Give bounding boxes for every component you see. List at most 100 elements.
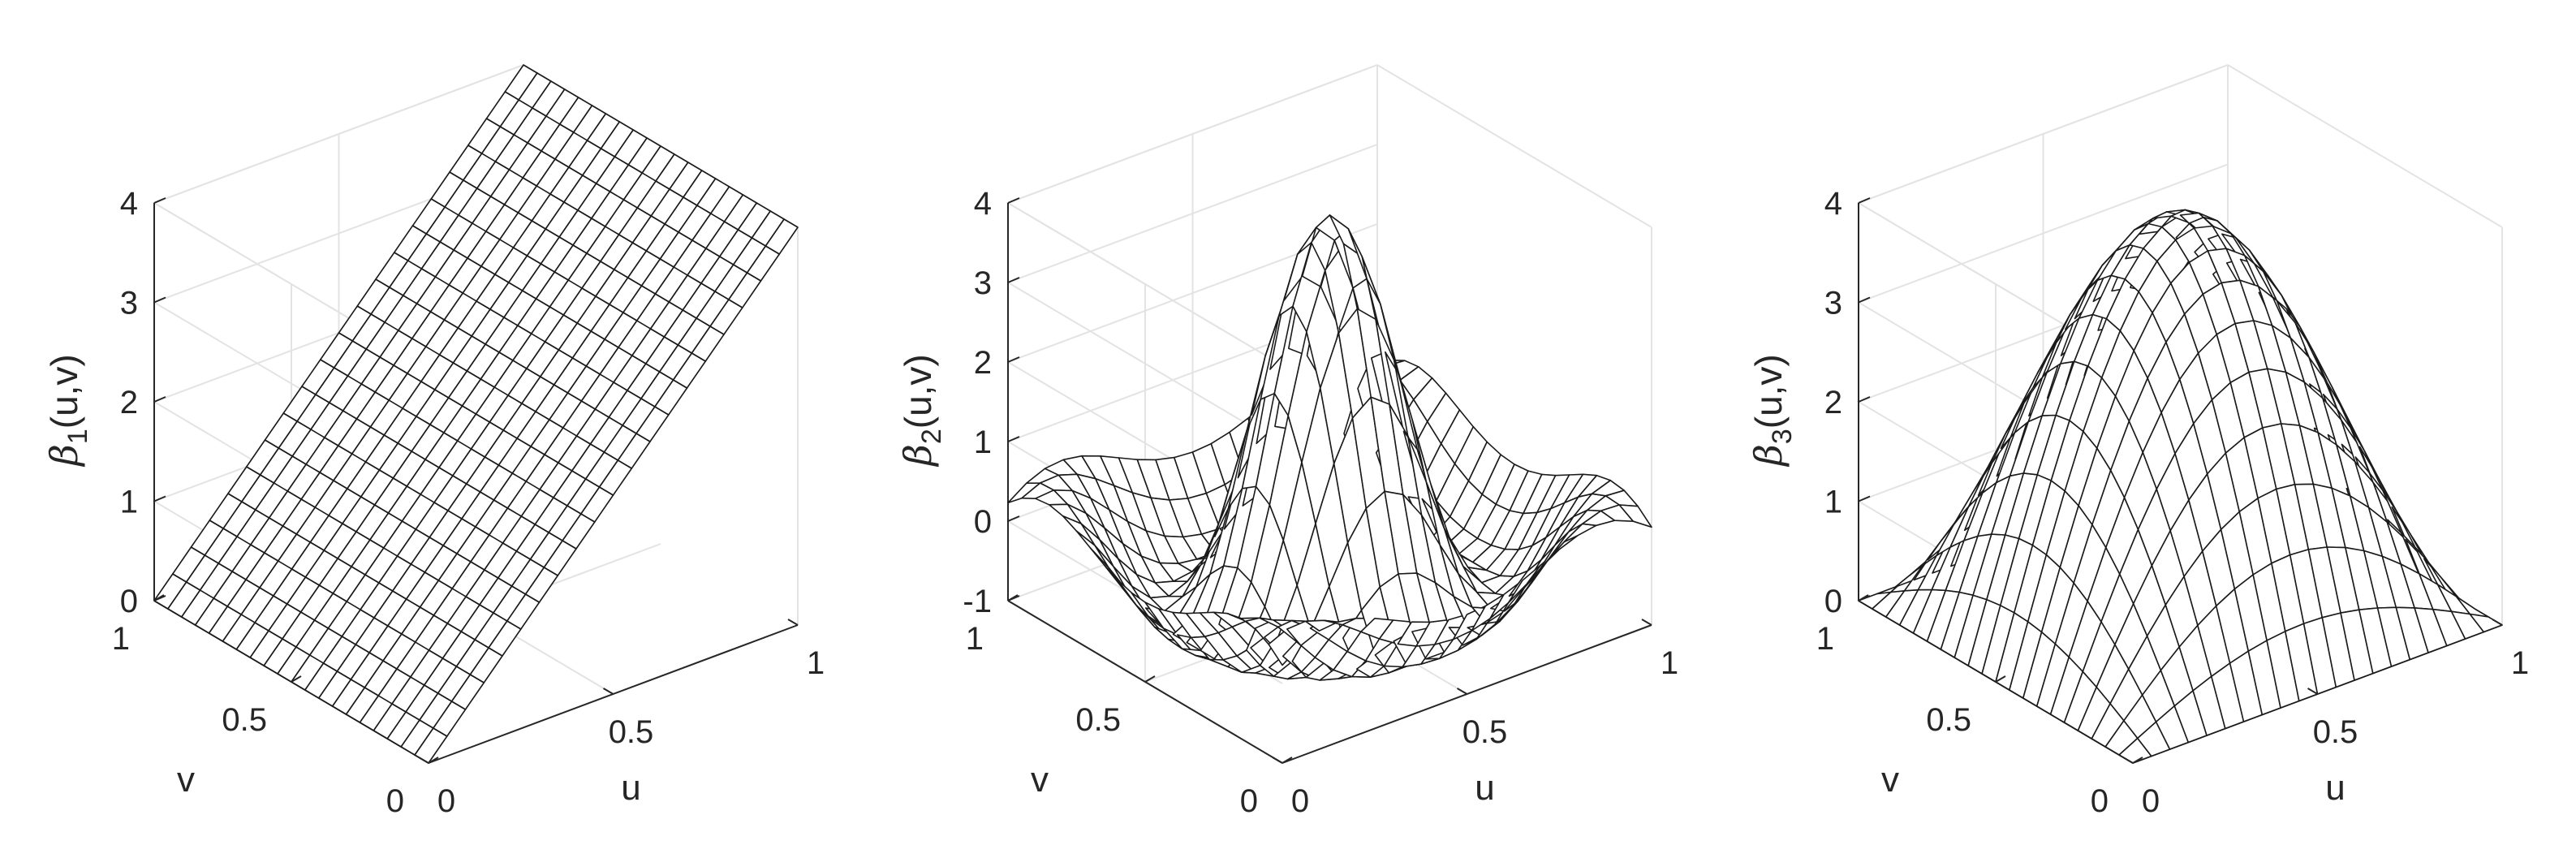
u-tick: [602, 688, 614, 695]
u-tick: [2122, 757, 2134, 764]
z-label-greek: β: [896, 444, 940, 468]
u-tick-label: 0.5: [609, 714, 654, 750]
surface-patch: [1618, 504, 1652, 528]
z-tick-label: 1: [1824, 485, 1842, 520]
z-label-greek: β: [1747, 444, 1790, 468]
u-tick-label: 0: [2142, 783, 2160, 819]
surface-mesh: [153, 64, 799, 764]
u-tick-label: 0: [437, 783, 455, 819]
z-tick-label: 3: [1824, 286, 1842, 321]
surface-patch: [765, 218, 799, 255]
axis-labels: u v β2(u,v): [896, 354, 1495, 808]
z-tick: [1858, 197, 1871, 204]
box-edge: [1376, 64, 1652, 228]
z-tick: [1007, 197, 1020, 204]
z-tick: [1007, 595, 1020, 601]
u-axis-label: u: [1475, 768, 1494, 808]
v-tick-label: 1: [966, 621, 984, 657]
ticks: [1007, 197, 1652, 764]
z-tick-label: 0: [120, 584, 138, 619]
z-tick-label: 1: [974, 425, 992, 460]
v-tick-label: 0.5: [1926, 702, 1971, 738]
v-tick: [2132, 757, 2143, 764]
z-tick-label: 0: [974, 504, 992, 540]
z-tick: [1858, 495, 1871, 502]
z-tick-label: 1: [120, 485, 138, 520]
v-axis-label: v: [177, 760, 195, 800]
u-tick-label: 1: [807, 645, 825, 681]
u-tick-label: 1: [1661, 645, 1678, 681]
z-tick-label: 4: [120, 186, 138, 222]
z-tick: [1007, 277, 1020, 283]
z-label-subscript: 2: [916, 429, 947, 444]
z-tick-label: 4: [974, 186, 992, 222]
v-tick-label: 0.5: [1075, 702, 1121, 738]
ticks: [153, 197, 799, 764]
z-tick: [1858, 595, 1871, 601]
z-tick: [1858, 296, 1871, 304]
v-tick-label: 1: [1816, 621, 1834, 657]
v-tick-label: 1: [112, 621, 130, 657]
z-tick-label: -1: [963, 584, 992, 619]
u-tick-label: 0: [1291, 783, 1309, 819]
z-tick-label: 2: [1824, 385, 1842, 420]
z-label-subscript: 3: [1767, 429, 1798, 444]
z-label-args: (u,v): [43, 354, 85, 429]
z-tick: [153, 396, 166, 403]
v-tick: [1282, 757, 1293, 764]
z-tick: [1858, 396, 1871, 403]
z-tick-label: 0: [1824, 584, 1842, 619]
v-tick: [428, 757, 439, 764]
z-tick-label: 3: [120, 286, 138, 321]
u-tick: [1272, 757, 1283, 764]
z-tick-label: 3: [974, 265, 992, 301]
z-axis-label: β1(u,v): [42, 354, 93, 468]
z-label-greek: β: [42, 444, 86, 468]
u-tick: [787, 619, 799, 626]
z-axis-label: β2(u,v): [896, 354, 947, 468]
u-tick: [2307, 688, 2319, 695]
u-tick-label: 1: [2511, 645, 2529, 681]
v-axis-label: v: [1881, 760, 1899, 800]
box-edge: [2227, 64, 2503, 228]
u-tick: [2492, 619, 2503, 626]
v-tick-label: 0: [386, 783, 404, 819]
z-tick: [1007, 356, 1020, 363]
ticks: [1858, 197, 2503, 764]
u-tick: [1641, 619, 1652, 626]
v-tick: [291, 675, 302, 683]
z-tick: [153, 595, 166, 601]
surface-mesh: [1858, 209, 2503, 764]
v-tick: [1995, 675, 2006, 683]
v-axis-label: v: [1031, 760, 1049, 800]
z-label-subscript: 1: [62, 429, 93, 444]
v-tick: [1144, 675, 1156, 683]
u-axis-label: u: [2325, 768, 2345, 808]
axis-labels: u v β3(u,v): [1747, 354, 2346, 808]
v-tick-label: 0: [2091, 783, 2109, 819]
z-label-args: (u,v): [897, 354, 939, 429]
z-tick-label: 2: [974, 345, 992, 381]
z-tick: [1007, 515, 1020, 522]
surface-patch: [2469, 613, 2503, 633]
z-tick-label: 4: [1824, 186, 1842, 222]
u-tick-label: 0.5: [2313, 714, 2358, 750]
surface-mesh: [1007, 214, 1652, 681]
z-tick: [1007, 436, 1020, 442]
u-tick: [1456, 688, 1468, 695]
z-tick: [153, 495, 166, 502]
u-tick-label: 0.5: [1462, 714, 1508, 750]
z-axis-label: β3(u,v): [1747, 354, 1798, 468]
v-tick-label: 0.5: [222, 702, 267, 738]
v-tick-label: 0: [1240, 783, 1258, 819]
z-label-args: (u,v): [1747, 354, 1790, 429]
